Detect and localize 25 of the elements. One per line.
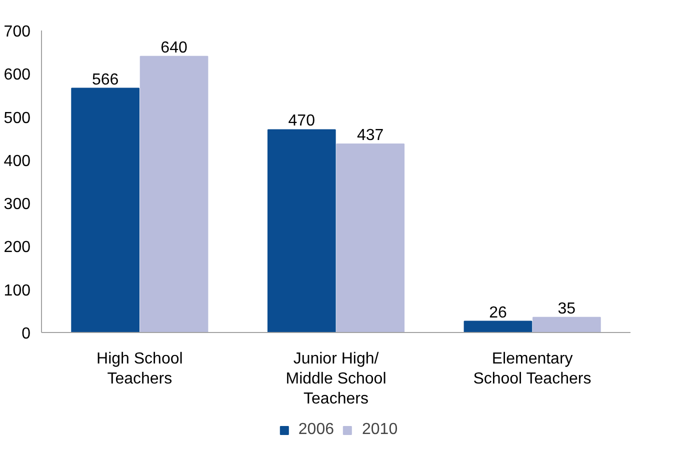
y-tick-label: 400 xyxy=(4,152,31,170)
bar xyxy=(71,88,140,332)
category-label: Junior High/ Middle School Teachers xyxy=(286,350,386,408)
data-label: 437 xyxy=(357,126,384,144)
y-tick-label: 300 xyxy=(4,196,31,214)
bar xyxy=(532,316,601,332)
data-label: 26 xyxy=(489,304,507,322)
bar xyxy=(464,320,532,332)
legend-label: 2006 xyxy=(298,421,334,439)
legend-label: 2010 xyxy=(362,421,398,439)
y-tick-label: 0 xyxy=(22,326,31,342)
data-label: 470 xyxy=(288,112,316,130)
bar xyxy=(267,129,336,332)
category-label: High School Teachers xyxy=(96,350,183,388)
bar xyxy=(336,143,405,332)
data-label: 35 xyxy=(558,300,576,318)
y-tick-label: 700 xyxy=(4,24,31,40)
y-tick-label: 500 xyxy=(4,110,31,127)
data-label: 566 xyxy=(92,71,119,88)
y-tick-label: 200 xyxy=(4,239,31,256)
y-tick-label: 100 xyxy=(4,282,31,300)
category-label: Elementary School Teachers xyxy=(473,350,592,388)
y-tick-label: 600 xyxy=(4,66,31,84)
bar xyxy=(140,56,208,332)
data-label: 640 xyxy=(160,39,188,56)
